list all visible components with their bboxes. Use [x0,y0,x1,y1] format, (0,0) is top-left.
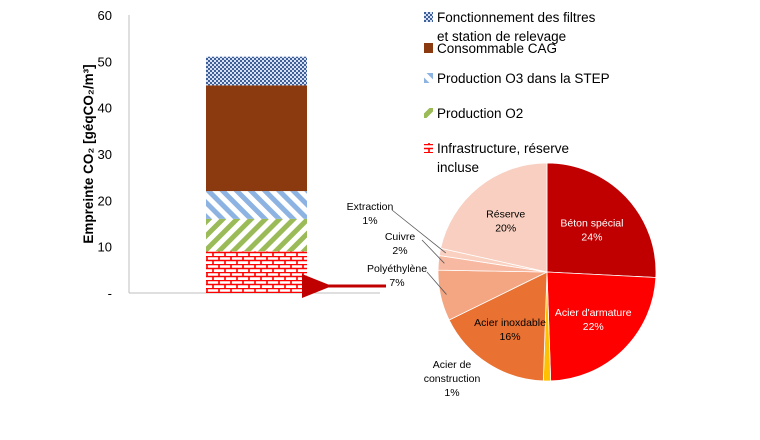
legend-swatch-infrastructure-reserve-incluse [424,143,433,153]
legend-label-consommable-cag: Consommable CAG [437,41,557,56]
legend-swatch-production-o2 [424,108,433,118]
y-tick-labels: - 10 20 30 40 50 60 [98,8,112,301]
pie-label-acier-inoxdable: Acier inoxdable 16% [474,317,546,343]
pie-slice-reserve [440,162,548,273]
legend-label-infrastructure-reserve-incluse: Infrastructure, réserve incluse [437,141,569,175]
bar-segment-production-o3-dans-la-step [206,191,307,219]
y-tick-label: 10 [98,240,112,255]
leader-line-cuivre [421,239,445,264]
y-tick-label: - [108,286,112,301]
legend: Fonctionnement des filtres et station de … [424,10,610,175]
y-tick-label: 30 [98,147,112,162]
bar-segment-consommable-cag [206,85,307,192]
pie-label-reserve: Réserve 20% [486,208,525,234]
legend-swatch-fonctionnement-des-filtres-et-station-de-relevage [424,12,433,22]
y-tick-label: 40 [98,101,112,116]
stacked-bar [206,56,307,293]
pie-label-acier-d-armature: Acier d'armature 22% [555,307,632,333]
pie-label-extraction: Extraction 1% [347,201,394,227]
legend-label-production-o3-dans-la-step: Production O3 dans la STEP [437,71,610,86]
legend-label-fonctionnement-des-filtres-et-station-de-relevage: Fonctionnement des filtres et station de … [437,10,596,44]
pie-label-polyethylene: Polyéthylène 7% [367,263,427,289]
pie-label-acier-de-construction: Acier de construction 1% [424,359,481,399]
bar-segment-fonctionnement-des-filtres-et-station-de-relevage [206,56,307,86]
leader-line-polyethylene [426,271,447,295]
bar-segment-production-o2 [206,218,307,252]
pie-slice-acier-d-armature [546,271,657,382]
y-tick-label: 50 [98,54,112,69]
leader-line-extraction [391,209,447,254]
legend-swatch-production-o3-dans-la-step [424,73,433,83]
pie-slice-acier-inoxdable [448,271,548,382]
pie-label-cuivre: Cuivre 2% [385,231,416,257]
bar-axes: - 10 20 30 40 50 60 Empreinte CO₂ [géqCO₂/m³] [81,8,380,301]
y-tick-label: 20 [98,193,112,208]
pie-chart: Béton spécial 24% Acier d'armature 22% Acier… [347,162,657,399]
bar-segment-infrastructure-reserve-incluse [206,251,307,293]
pie-slice-beton-special [546,162,657,278]
legend-label-production-o2: Production O2 [437,106,523,121]
y-tick-label: 60 [98,8,112,23]
pie-label-beton-special: Béton spécial 24% [560,217,623,243]
legend-swatch-consommable-cag [424,43,433,53]
y-axis-label: Empreinte CO₂ [géqCO₂/m³] [81,64,96,243]
